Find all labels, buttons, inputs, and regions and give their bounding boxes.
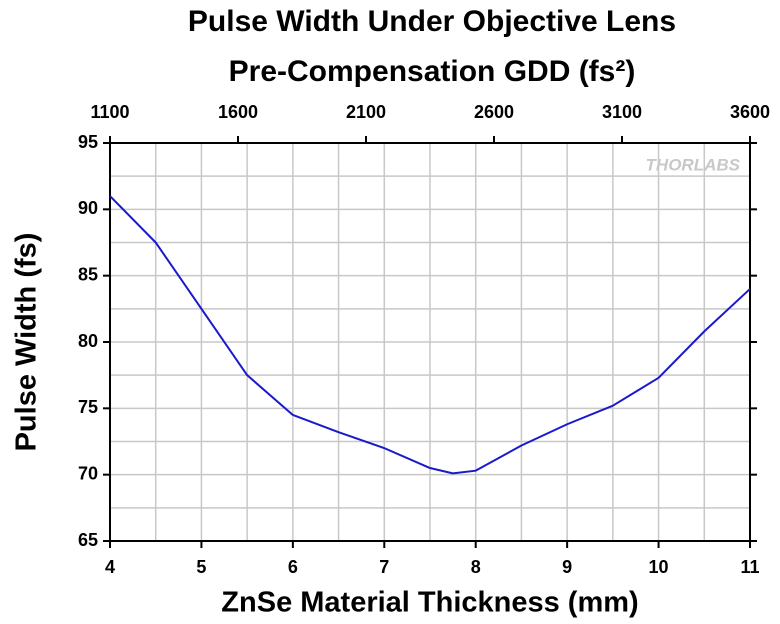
- x-tick-label: 10: [649, 557, 669, 577]
- watermark: THORLABS: [646, 155, 741, 174]
- x-tick-label: 8: [471, 557, 481, 577]
- y-tick-label: 80: [78, 331, 98, 351]
- y-tick-label: 85: [78, 264, 98, 284]
- y-tick-label: 75: [78, 397, 98, 417]
- y-tick-label: 90: [78, 198, 98, 218]
- y-tick-label: 65: [78, 530, 98, 550]
- x2-tick-label: 2600: [474, 102, 514, 122]
- x-tick-label: 5: [196, 557, 206, 577]
- x2-tick-label: 3600: [730, 102, 770, 122]
- y-tick-label: 95: [78, 132, 98, 152]
- chart-title: Pulse Width Under Objective Lens: [188, 5, 676, 38]
- y-tick-label: 70: [78, 463, 98, 483]
- x-tick-label: 4: [105, 557, 115, 577]
- x2-tick-label: 1600: [218, 102, 258, 122]
- x-tick-label: 6: [288, 557, 298, 577]
- x2-tick-label: 3100: [602, 102, 642, 122]
- x-tick-label: 7: [379, 557, 389, 577]
- top-axis-label: Pre-Compensation GDD (fs²): [229, 55, 636, 88]
- data-line: [109, 195, 751, 475]
- x-tick-label: 9: [562, 557, 572, 577]
- x2-tick-label: 2100: [346, 102, 386, 122]
- x2-tick-label: 1100: [90, 102, 129, 122]
- y-axis-label: Pulse Width (fs): [11, 233, 43, 452]
- plot-frame: [109, 142, 751, 542]
- x-axis-label: ZnSe Material Thickness (mm): [221, 587, 638, 619]
- x-tick-label: 11: [740, 557, 759, 577]
